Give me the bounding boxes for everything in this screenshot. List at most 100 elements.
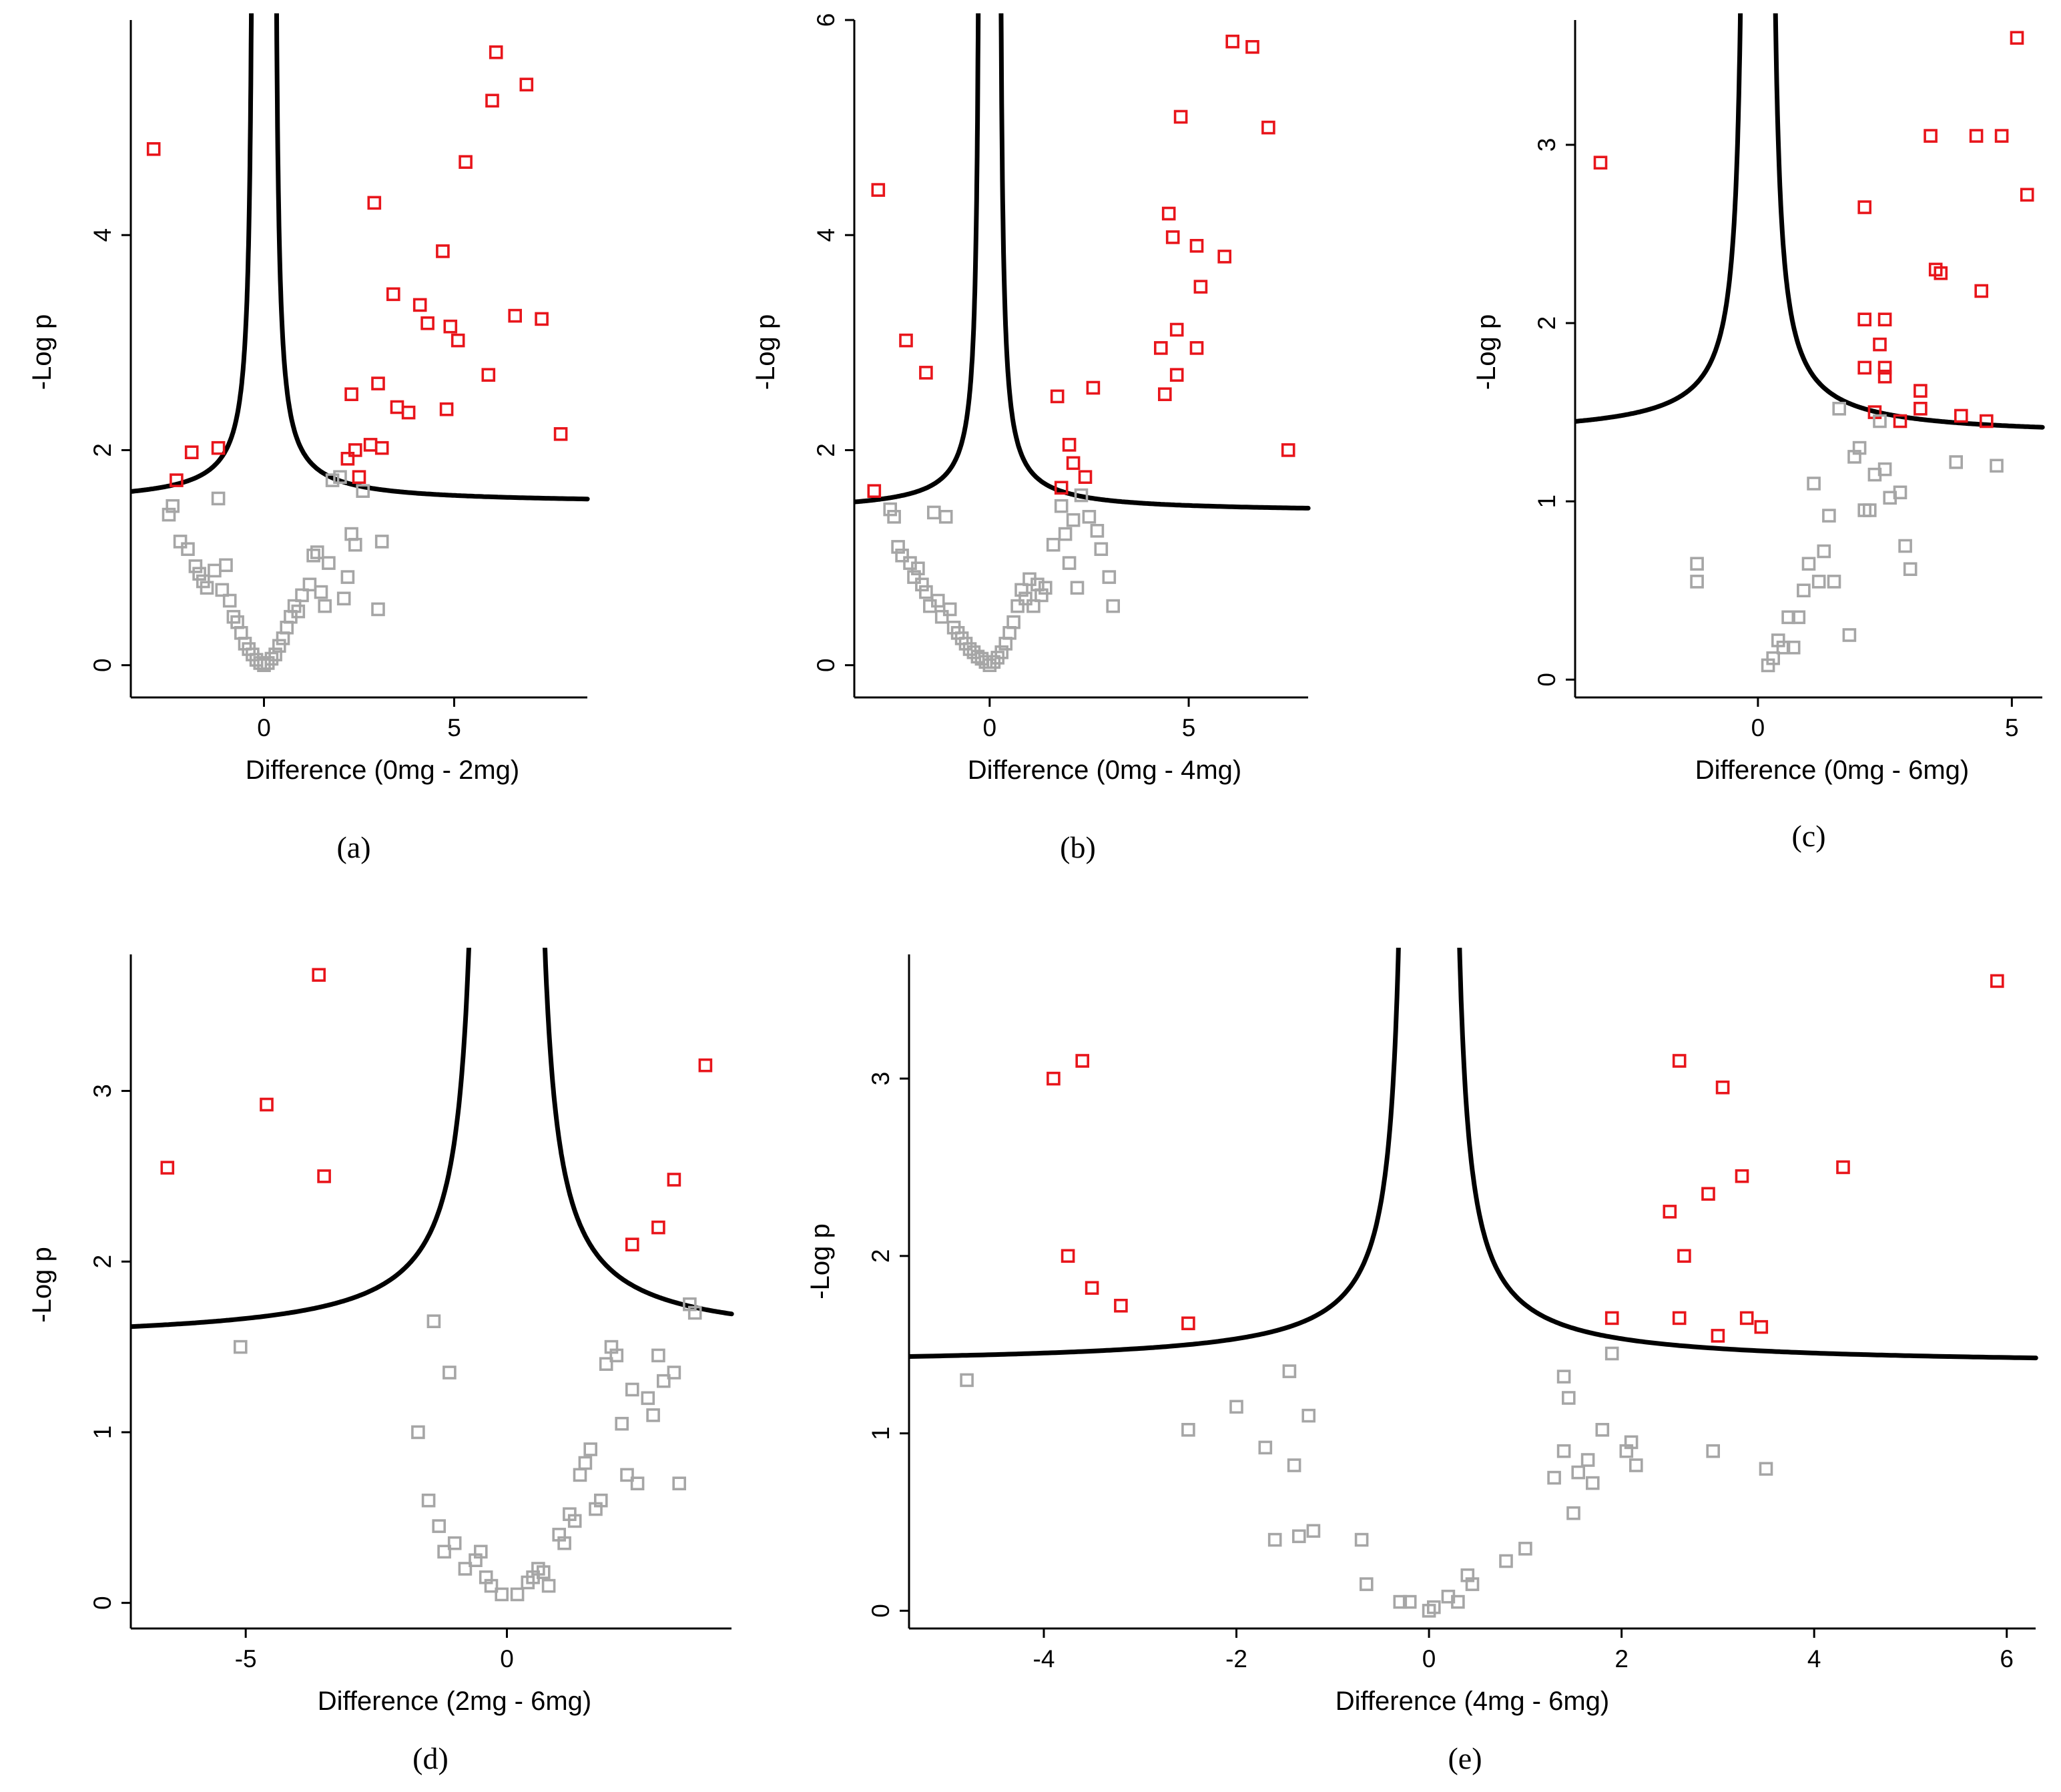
significant-point bbox=[1281, 443, 1295, 457]
nonsignificant-point bbox=[200, 581, 214, 595]
nonsignificant-point bbox=[295, 588, 309, 603]
panel-a: 0 5 0 2 4 Difference (0mg - 2mg) -Log p (a) bbox=[27, 13, 590, 864]
nonsignificant-point bbox=[536, 1565, 551, 1579]
significant-point bbox=[1061, 1249, 1075, 1263]
nonsignificant-point bbox=[1562, 1391, 1576, 1405]
nonsignificant-point bbox=[1301, 1408, 1315, 1423]
nonsignificant-point bbox=[1518, 1542, 1532, 1556]
nonsignificant-point bbox=[162, 507, 176, 522]
significant-point bbox=[1701, 1187, 1715, 1201]
significant-point bbox=[1735, 1169, 1749, 1183]
nonsignificant-point bbox=[1571, 1465, 1585, 1480]
nonsignificant-point bbox=[1010, 599, 1024, 613]
nonsignificant-point bbox=[1465, 1577, 1480, 1591]
y-tick-label: 1 bbox=[89, 1426, 116, 1440]
nonsignificant-point bbox=[1074, 488, 1089, 503]
nonsignificant-point bbox=[1873, 414, 1887, 428]
significant-point bbox=[1189, 238, 1204, 253]
significant-point bbox=[371, 376, 385, 390]
y-tick-label: 0 bbox=[1533, 673, 1560, 687]
significant-point bbox=[1969, 129, 1984, 143]
nonsignificant-point bbox=[672, 1476, 687, 1490]
threshold-curve-left bbox=[909, 948, 1401, 1359]
significant-point bbox=[867, 484, 882, 499]
significant-point bbox=[1062, 438, 1077, 452]
significant-point bbox=[1086, 380, 1101, 395]
nonsignificant-point bbox=[356, 484, 370, 499]
nonsignificant-point bbox=[687, 1305, 702, 1320]
nonsignificant-point bbox=[625, 1382, 639, 1397]
y-tick-label: 4 bbox=[812, 228, 840, 242]
significant-point bbox=[1913, 401, 1928, 416]
nonsignificant-point bbox=[651, 1348, 665, 1363]
y-tick-label: 0 bbox=[867, 1604, 894, 1618]
significant-point bbox=[871, 183, 886, 197]
nonsignificant-point bbox=[340, 570, 355, 584]
nonsignificant-point bbox=[166, 499, 180, 513]
significant-point bbox=[651, 1220, 665, 1235]
panel-label: (b) bbox=[1060, 830, 1096, 864]
nonsignificant-point bbox=[1903, 562, 1918, 577]
significant-point bbox=[146, 142, 161, 156]
significant-point bbox=[481, 368, 496, 382]
significant-point bbox=[919, 366, 933, 380]
significant-point bbox=[439, 402, 454, 416]
significant-point bbox=[899, 333, 913, 348]
nonsignificant-point bbox=[883, 502, 897, 517]
nonsignificant-point bbox=[510, 1587, 525, 1602]
significant-point bbox=[1934, 266, 1948, 280]
nonsignificant-point bbox=[306, 548, 320, 563]
nonsignificant-point bbox=[541, 1578, 556, 1593]
significant-point bbox=[1739, 1311, 1754, 1325]
x-axis-title: Difference (4mg - 6mg) bbox=[1336, 1687, 1610, 1716]
nonsignificant-point bbox=[1062, 556, 1077, 570]
nonsignificant-point bbox=[573, 1468, 587, 1482]
nonsignificant-point bbox=[1054, 499, 1069, 513]
significant-point bbox=[260, 1097, 274, 1112]
y-tick-label: 0 bbox=[89, 658, 116, 672]
significant-point bbox=[1877, 360, 1892, 375]
nonsignificant-point bbox=[615, 1416, 629, 1431]
nonsignificant-point bbox=[1306, 1524, 1321, 1538]
nonsignificant-point bbox=[1058, 527, 1073, 541]
significant-point bbox=[412, 298, 427, 312]
x-tick-label: -4 bbox=[1033, 1645, 1055, 1673]
threshold-curve-right bbox=[1457, 948, 2038, 1361]
panel-label: (e) bbox=[1448, 1741, 1482, 1775]
significant-point bbox=[363, 438, 378, 452]
significant-point bbox=[1994, 129, 2009, 143]
nonsignificant-point bbox=[1893, 485, 1907, 500]
nonsignificant-point bbox=[1258, 1440, 1273, 1455]
significant-point bbox=[436, 244, 450, 258]
significant-point bbox=[1165, 230, 1180, 244]
nonsignificant-point bbox=[593, 1493, 608, 1508]
nonsignificant-point bbox=[1781, 610, 1795, 625]
nonsignificant-point bbox=[919, 585, 933, 599]
y-tick-label: 2 bbox=[867, 1249, 894, 1263]
nonsignificant-point bbox=[215, 583, 230, 597]
nonsignificant-point bbox=[1801, 557, 1816, 571]
nonsignificant-point bbox=[1877, 462, 1892, 477]
y-axis-title: -Log p bbox=[806, 1223, 835, 1299]
nonsignificant-point bbox=[1360, 1577, 1374, 1591]
significant-point bbox=[1711, 1329, 1725, 1343]
significant-point bbox=[1836, 1160, 1850, 1175]
nonsignificant-point bbox=[264, 651, 279, 666]
x-tick-label: -2 bbox=[1225, 1645, 1247, 1673]
significant-point bbox=[459, 155, 473, 169]
x-tick-label: 5 bbox=[2005, 714, 2019, 741]
significant-point bbox=[1050, 389, 1065, 404]
nonsignificant-point bbox=[1229, 1400, 1243, 1414]
nonsignificant-point bbox=[982, 658, 997, 673]
significant-point bbox=[1677, 1249, 1691, 1263]
nonsignificant-point bbox=[557, 1536, 571, 1550]
nonsignificant-point bbox=[211, 491, 226, 506]
nonsignificant-point bbox=[411, 1425, 425, 1440]
y-axis-title: -Log p bbox=[27, 314, 57, 390]
nonsignificant-point bbox=[620, 1468, 634, 1482]
threshold-curve-right bbox=[543, 948, 734, 1317]
nonsignificant-point bbox=[1292, 1529, 1306, 1544]
nonsignificant-point bbox=[1624, 1435, 1639, 1450]
threshold-curve-left bbox=[854, 13, 981, 505]
x-tick-label: 5 bbox=[447, 714, 461, 741]
